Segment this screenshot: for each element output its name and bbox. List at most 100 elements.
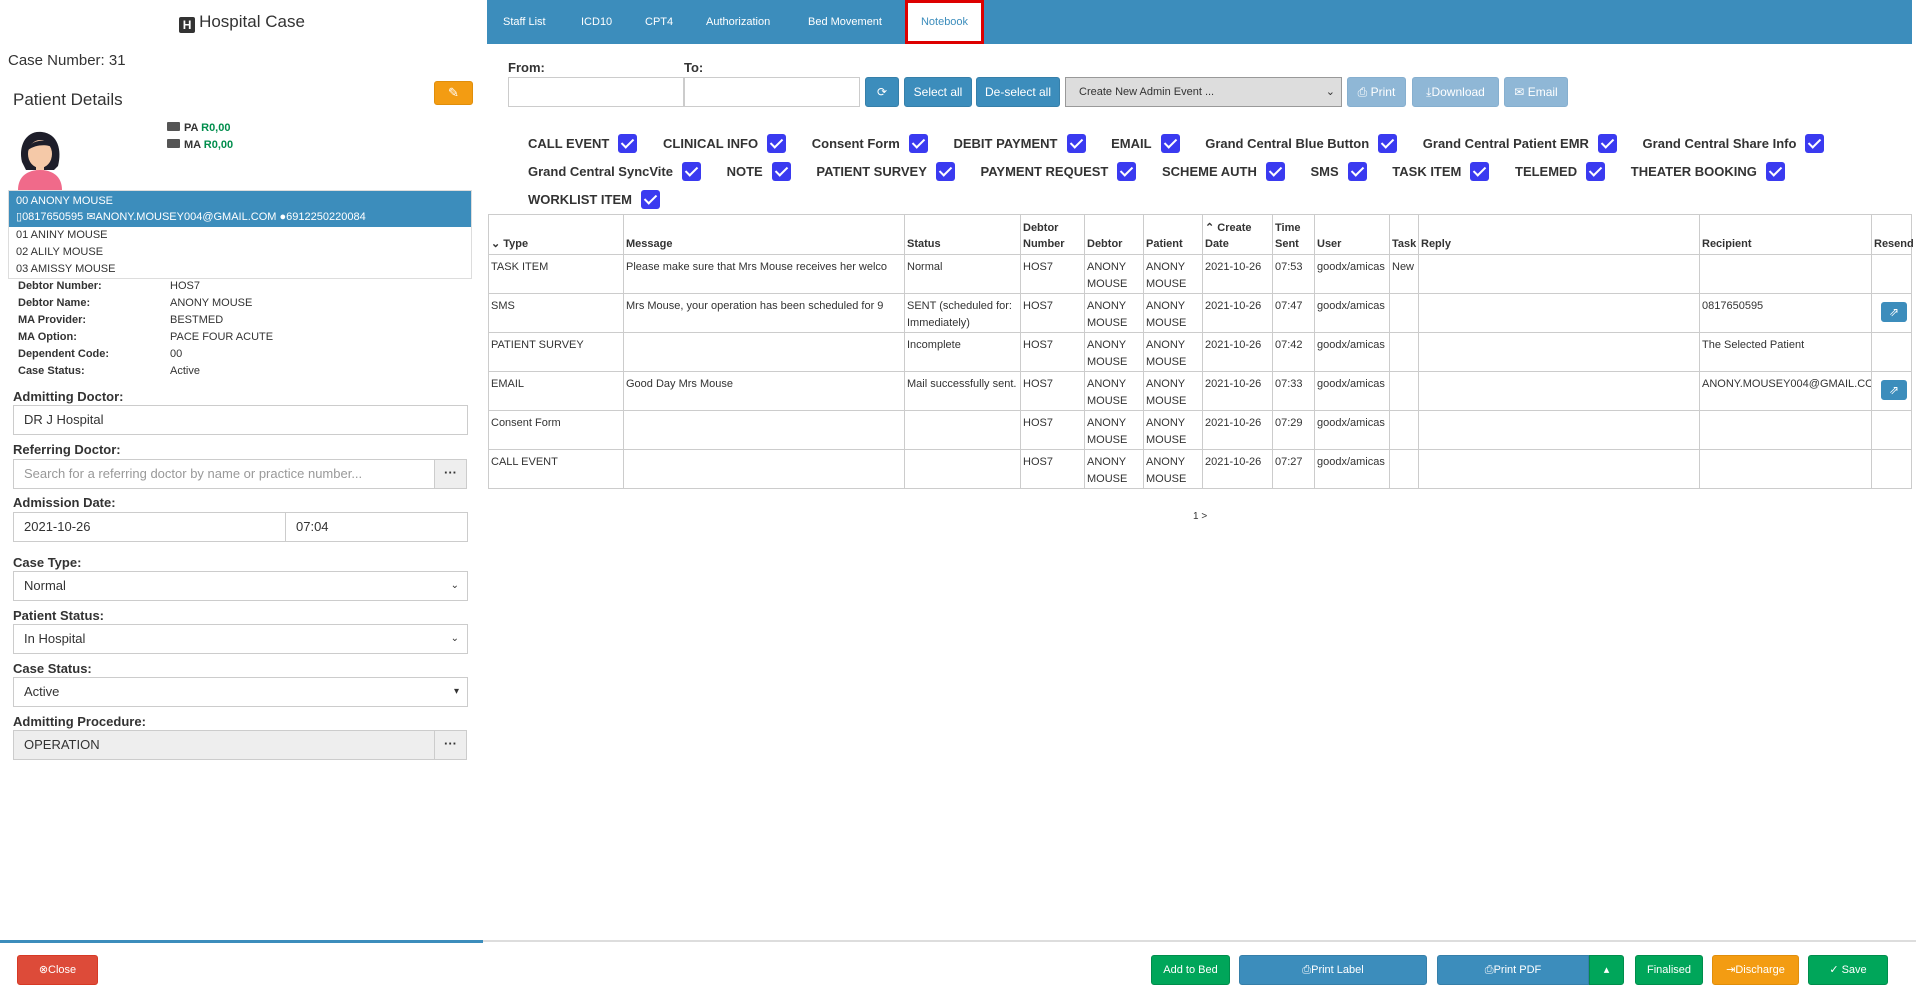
case-type-select[interactable]: Normal ⌄: [13, 571, 468, 601]
patient-list-item[interactable]: 03 AMISSY MOUSE: [16, 263, 116, 275]
admin-event-select[interactable]: Create New Admin Event ... ⌄: [1065, 77, 1342, 107]
cell-create-date: 2021-10-26: [1202, 410, 1273, 450]
patient-status-select[interactable]: In Hospital ⌄: [13, 624, 468, 654]
event-type-checkbox[interactable]: SMS: [1310, 162, 1367, 181]
tab-authorization[interactable]: Authorization: [706, 16, 771, 28]
close-button[interactable]: ⊗Close: [17, 955, 98, 985]
cell-debtor-number: HOS7: [1020, 410, 1085, 450]
event-type-checkbox[interactable]: TELEMED: [1515, 162, 1606, 181]
cell-patient: ANONY MOUSE: [1143, 293, 1203, 333]
event-type-checkbox[interactable]: Grand Central Share Info: [1643, 134, 1825, 153]
to-date-input[interactable]: [684, 77, 860, 107]
tab-notebook[interactable]: Notebook: [905, 0, 984, 44]
admitting-doctor-field[interactable]: DR J Hospital: [13, 405, 468, 435]
column-header-reply[interactable]: Reply: [1418, 214, 1700, 255]
event-type-checkbox[interactable]: EMAIL: [1111, 134, 1180, 153]
print-button[interactable]: ⎙ Print: [1347, 77, 1406, 107]
event-type-checkbox[interactable]: NOTE: [727, 162, 791, 181]
event-type-checkbox[interactable]: PATIENT SURVEY: [816, 162, 955, 181]
cell-create-date: 2021-10-26: [1202, 332, 1273, 372]
event-type-checkbox[interactable]: Grand Central Patient EMR: [1423, 134, 1617, 153]
table-row[interactable]: TASK ITEM Please make sure that Mrs Mous…: [488, 254, 1912, 294]
case-status-select[interactable]: Active ▾: [13, 677, 468, 707]
from-date-input[interactable]: [508, 77, 684, 107]
cell-type: EMAIL: [488, 371, 624, 411]
column-header-create-date[interactable]: ⌃ Create Date: [1202, 214, 1273, 255]
admitting-procedure-more-button[interactable]: ···: [434, 730, 467, 760]
column-header-type[interactable]: ⌄ Type: [488, 214, 624, 255]
from-label: From:: [508, 60, 545, 75]
event-type-checkbox[interactable]: SCHEME AUTH: [1162, 162, 1285, 181]
event-type-checkbox[interactable]: WORKLIST ITEM: [528, 190, 660, 209]
pagination[interactable]: 1 >: [1193, 511, 1208, 522]
save-button[interactable]: ✓ Save: [1808, 955, 1888, 985]
tab-cpt4[interactable]: CPT4: [645, 16, 674, 28]
select-all-button[interactable]: Select all: [904, 77, 972, 107]
tab-icd10[interactable]: ICD10: [581, 16, 613, 28]
deselect-all-button[interactable]: De-select all: [976, 77, 1060, 107]
cell-reply: [1418, 410, 1700, 450]
admission-time-field[interactable]: 07:04: [285, 512, 468, 542]
cell-patient: ANONY MOUSE: [1143, 410, 1203, 450]
email-button[interactable]: ✉ Email: [1504, 77, 1568, 107]
column-header-status[interactable]: Status: [904, 214, 1021, 255]
tab-staff-list[interactable]: Staff List: [503, 16, 546, 28]
event-type-label: Consent Form: [811, 136, 900, 151]
print-label-button[interactable]: ⎙Print Label: [1239, 955, 1427, 985]
discharge-button[interactable]: ⇥Discharge: [1712, 955, 1799, 985]
check-circle-icon: ✓: [1829, 964, 1839, 976]
cell-patient: ANONY MOUSE: [1143, 332, 1203, 372]
add-to-bed-button[interactable]: Add to Bed: [1151, 955, 1230, 985]
patient-list-item[interactable]: 02 ALILY MOUSE: [16, 246, 104, 258]
column-header-user[interactable]: User: [1314, 214, 1390, 255]
column-header-debtor-number[interactable]: Debtor Number: [1020, 214, 1085, 255]
finalised-button[interactable]: Finalised: [1635, 955, 1703, 985]
print-pdf-button[interactable]: ⎙Print PDF: [1437, 955, 1589, 985]
event-type-checkbox[interactable]: THEATER BOOKING: [1631, 162, 1785, 181]
referring-doctor-search-input[interactable]: Search for a referring doctor by name or…: [13, 459, 435, 489]
event-type-label: SMS: [1310, 164, 1339, 179]
patient-list-item[interactable]: 01 ANINY MOUSE: [16, 229, 108, 241]
mail-icon: ✉: [1514, 85, 1525, 99]
table-row[interactable]: PATIENT SURVEY Incomplete HOS7 ANONY MOU…: [488, 332, 1912, 372]
event-type-checkbox[interactable]: CALL EVENT: [528, 134, 638, 153]
event-type-checkbox[interactable]: Grand Central Blue Button: [1205, 134, 1398, 153]
resend-button[interactable]: ⇗: [1881, 380, 1907, 400]
refresh-button[interactable]: ⟳: [865, 77, 899, 107]
patient-list-item-active[interactable]: 00 ANONY MOUSE ▯0817650595 ✉ANONY.MOUSEY…: [9, 191, 471, 227]
column-header-recipient[interactable]: Recipient: [1699, 214, 1872, 255]
event-type-checkbox[interactable]: TASK ITEM: [1392, 162, 1490, 181]
referring-doctor-more-button[interactable]: ···: [434, 459, 467, 489]
event-type-checkbox[interactable]: PAYMENT REQUEST: [981, 162, 1137, 181]
resend-button[interactable]: ⇗: [1881, 302, 1907, 322]
edit-patient-button[interactable]: ✎: [434, 81, 473, 105]
column-header-task[interactable]: Task: [1389, 214, 1419, 255]
print-pdf-options-button[interactable]: ▴: [1589, 955, 1624, 985]
table-row[interactable]: EMAIL Good Day Mrs Mouse Mail successful…: [488, 371, 1912, 411]
admitting-procedure-field[interactable]: OPERATION: [13, 730, 435, 760]
table-row[interactable]: Consent Form HOS7 ANONY MOUSE ANONY MOUS…: [488, 410, 1912, 450]
download-button[interactable]: ⤓Download: [1412, 77, 1499, 107]
detail-label: MA Provider:: [18, 314, 87, 326]
patient-details-title: Patient Details: [13, 90, 123, 109]
pa-label: PA: [184, 122, 199, 134]
cell-recipient: The Selected Patient: [1699, 332, 1872, 372]
column-header-debtor[interactable]: Debtor: [1084, 214, 1144, 255]
event-type-label: DEBIT PAYMENT: [953, 136, 1058, 151]
table-row[interactable]: CALL EVENT HOS7 ANONY MOUSE ANONY MOUSE …: [488, 449, 1912, 489]
column-header-patient[interactable]: Patient: [1143, 214, 1203, 255]
event-type-label: WORKLIST ITEM: [528, 192, 632, 207]
event-type-checkbox[interactable]: CLINICAL INFO: [663, 134, 787, 153]
cell-task: [1389, 410, 1419, 450]
event-type-checkbox[interactable]: DEBIT PAYMENT: [953, 134, 1086, 153]
tab-bed-movement[interactable]: Bed Movement: [808, 16, 882, 28]
print-icon: ⎙: [1357, 85, 1368, 99]
column-header-time-sent[interactable]: Time Sent: [1272, 214, 1315, 255]
column-header-message[interactable]: Message: [623, 214, 905, 255]
event-type-checkbox[interactable]: Consent Form: [812, 134, 928, 153]
admission-date-field[interactable]: 2021-10-26: [13, 512, 286, 542]
patient-status-value: In Hospital: [24, 631, 86, 646]
table-row[interactable]: SMS Mrs Mouse, your operation has been s…: [488, 293, 1912, 333]
event-type-checkbox[interactable]: Grand Central SyncVite: [528, 162, 701, 181]
column-header-resend[interactable]: Resend: [1871, 214, 1914, 255]
